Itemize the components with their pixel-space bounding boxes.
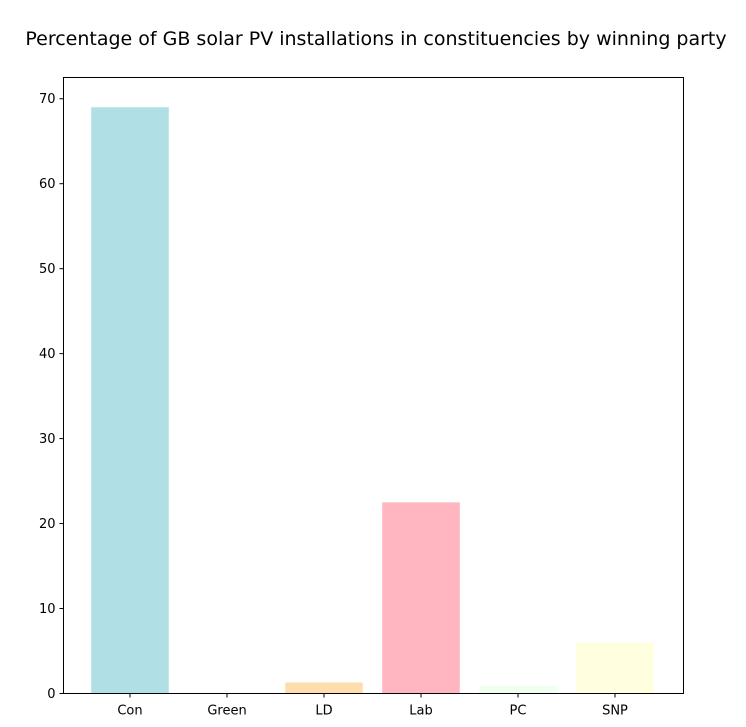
y-tick-label-30: 30 xyxy=(39,432,56,447)
y-tick-label-0: 0 xyxy=(47,687,55,702)
y-tick-label-70: 70 xyxy=(39,92,56,107)
y-tick-label-20: 20 xyxy=(39,517,56,532)
x-tick-label-con: Con xyxy=(117,704,142,719)
x-tick-label-pc: PC xyxy=(510,704,527,719)
y-tick-label-40: 40 xyxy=(39,347,56,362)
x-axis: Con Green LD Lab PC SNP xyxy=(117,693,628,719)
bar-pc xyxy=(479,685,557,694)
bar-ld xyxy=(285,682,363,694)
axes-frame xyxy=(63,77,684,694)
x-tick-label-snp: SNP xyxy=(602,704,628,719)
x-tick-label-lab: Lab xyxy=(409,704,432,719)
bar-lab xyxy=(382,502,460,694)
y-tick-label-60: 60 xyxy=(39,177,56,192)
y-tick-label-10: 10 xyxy=(39,602,56,617)
chart-title: Percentage of GB solar PV installations … xyxy=(25,28,727,50)
y-axis: 0 10 20 30 40 50 60 70 xyxy=(39,92,64,702)
bars-group xyxy=(91,107,654,694)
y-tick-label-50: 50 xyxy=(39,262,56,277)
bar-snp xyxy=(576,642,654,694)
x-tick-label-ld: LD xyxy=(315,704,332,719)
x-tick-label-green: Green xyxy=(207,704,246,719)
bar-con xyxy=(91,107,169,694)
